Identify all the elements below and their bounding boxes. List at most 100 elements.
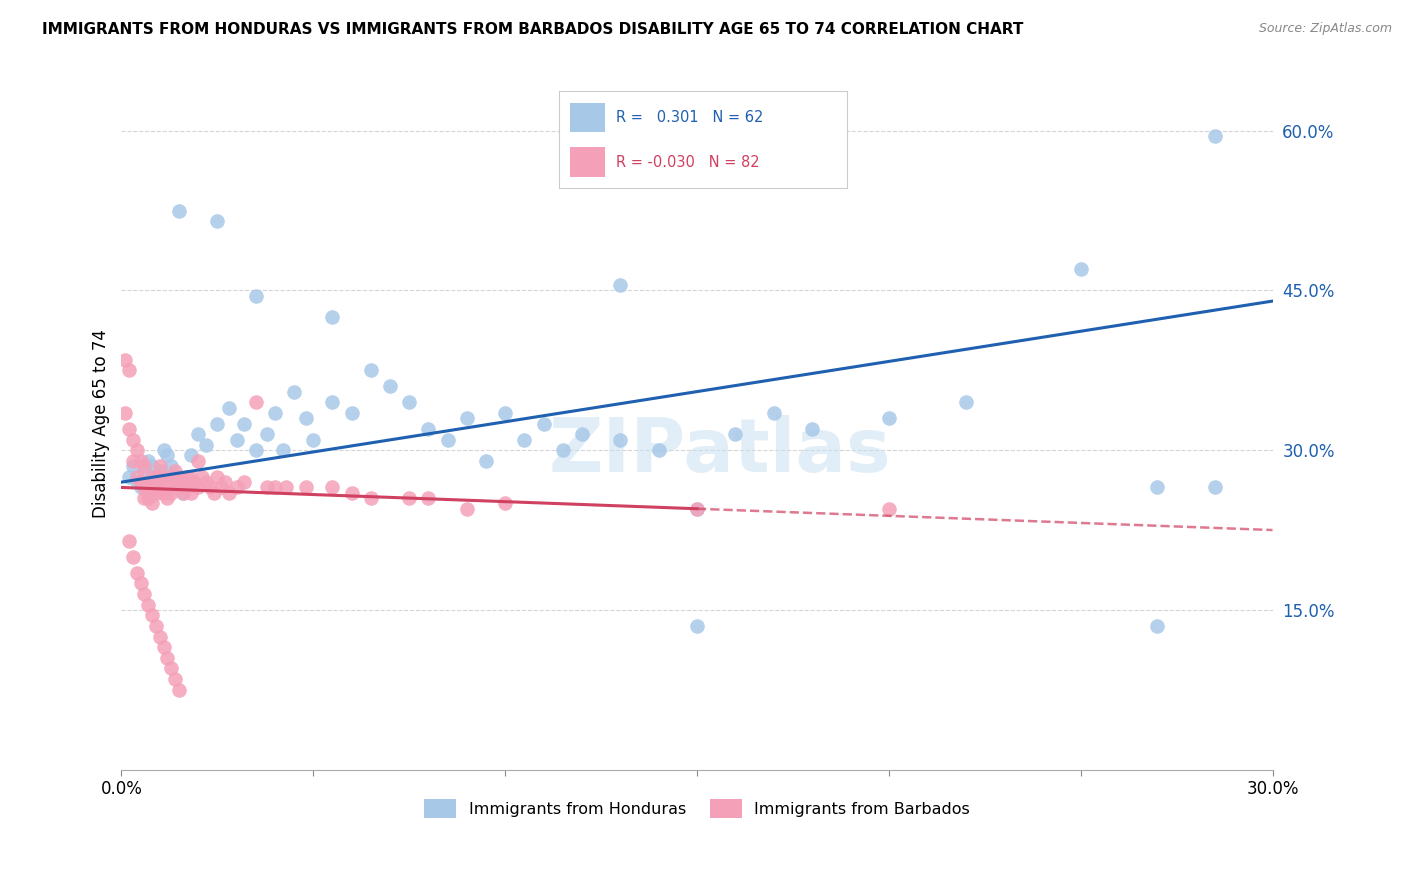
Point [136,454,159,468]
Point [321,395,343,409]
Point [149,465,172,479]
Point [156,650,179,665]
Point [398,491,420,505]
Point [187,454,209,468]
Point [245,395,267,409]
Point [172,475,194,489]
Point [145,619,167,633]
Point [494,406,516,420]
Point [141,459,163,474]
Point [152,640,174,655]
Point [118,470,141,484]
Point [165,480,187,494]
Point [152,485,174,500]
Point [571,427,593,442]
Point [276,480,298,494]
Point [245,289,267,303]
Point [122,433,145,447]
Point [165,465,187,479]
Point [156,475,179,489]
Point [145,470,167,484]
Text: IMMIGRANTS FROM HONDURAS VS IMMIGRANTS FROM BARBADOS DISABILITY AGE 65 TO 74 COR: IMMIGRANTS FROM HONDURAS VS IMMIGRANTS F… [42,22,1024,37]
Point [214,475,236,489]
Point [256,480,278,494]
Point [955,395,977,409]
Point [207,214,229,228]
Point [551,443,574,458]
Point [167,480,190,494]
Point [271,443,294,458]
Point [160,661,183,675]
Point [179,485,201,500]
Point [179,449,201,463]
Point [340,406,363,420]
Point [129,475,152,489]
Point [202,485,225,500]
Point [418,422,440,436]
Point [686,619,709,633]
Point [152,470,174,484]
Point [191,470,214,484]
Point [360,363,382,377]
Point [122,459,145,474]
Point [134,480,156,494]
Point [513,433,536,447]
Point [176,480,198,494]
Point [167,470,190,484]
Point [183,475,205,489]
Point [114,406,136,420]
Point [418,491,440,505]
Point [1070,262,1092,277]
Point [436,433,458,447]
Point [1204,480,1226,494]
Point [125,470,148,484]
Point [1146,480,1168,494]
Point [194,475,217,489]
Point [264,480,287,494]
Point [176,470,198,484]
Point [475,454,498,468]
Point [456,501,478,516]
Point [218,485,240,500]
Point [264,406,287,420]
Point [340,485,363,500]
Point [456,411,478,425]
Point [160,459,183,474]
Point [114,352,136,367]
Point [149,480,172,494]
Point [225,480,247,494]
Point [609,433,631,447]
Point [134,491,156,505]
Point [118,422,141,436]
Point [145,475,167,489]
Point [129,475,152,489]
Point [149,475,172,489]
Point [141,608,163,623]
Point [233,417,256,431]
Point [686,501,709,516]
Point [145,485,167,500]
Point [160,470,183,484]
Point [378,379,401,393]
Point [187,427,209,442]
Point [302,433,325,447]
Text: ZIPatlas: ZIPatlas [548,415,891,488]
Point [125,443,148,458]
Point [877,501,900,516]
Point [187,480,209,494]
Point [233,475,256,489]
Point [129,480,152,494]
Text: Source: ZipAtlas.com: Source: ZipAtlas.com [1258,22,1392,36]
Point [134,465,156,479]
Point [179,470,201,484]
Point [762,406,785,420]
Point [877,411,900,425]
Point [398,395,420,409]
Point [165,470,187,484]
Point [647,443,669,458]
Point [156,449,179,463]
Point [129,454,152,468]
Point [294,480,316,494]
Point [165,672,187,686]
Point [218,401,240,415]
